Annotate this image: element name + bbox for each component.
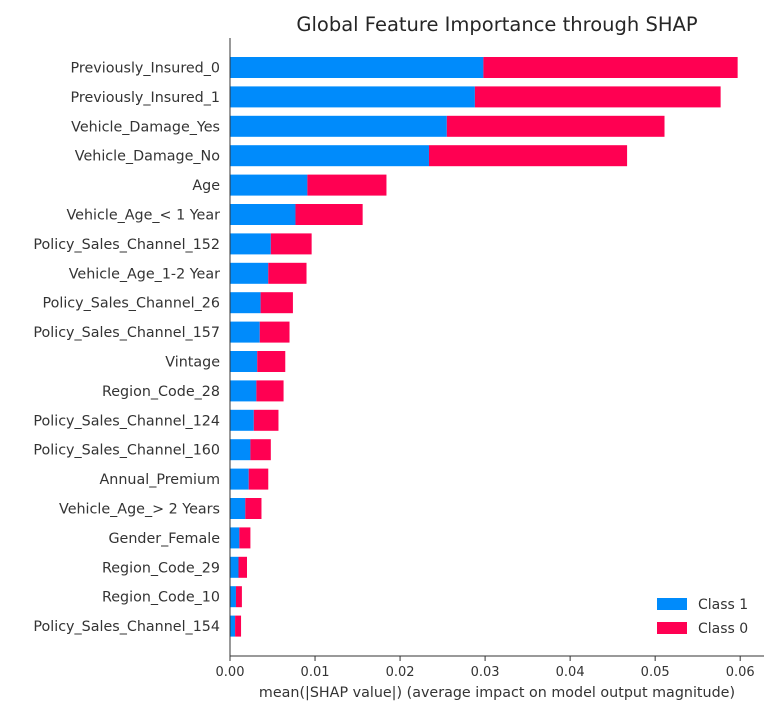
y-tick-label: Vehicle_Damage_Yes	[71, 119, 220, 135]
legend-label-class1: Class 1	[698, 597, 748, 613]
legend-swatch-class0	[657, 622, 687, 634]
y-tick-label: Policy_Sales_Channel_160	[33, 443, 220, 459]
bar-class0-5	[295, 204, 363, 225]
y-tick-label: Vintage	[165, 355, 220, 371]
bar-class1-11	[230, 380, 257, 402]
bar-class1-10	[230, 351, 258, 372]
legend-swatch-class1	[657, 598, 687, 610]
bar-class0-17	[238, 556, 247, 578]
bar-class1-13	[230, 439, 251, 461]
bar-class1-14	[230, 468, 249, 490]
bar-class1-0	[230, 57, 484, 78]
bar-class0-8	[260, 292, 293, 314]
bar-class1-9	[230, 321, 260, 343]
bar-class0-15	[245, 498, 262, 519]
x-tick-label: 0.02	[386, 665, 415, 680]
bar-class0-1	[474, 86, 721, 108]
bar-class0-12	[253, 409, 279, 431]
bar-class1-4	[230, 174, 308, 196]
bar-class0-6	[270, 233, 312, 255]
bar-class0-7	[268, 262, 307, 284]
bar-class1-6	[230, 233, 271, 255]
bar-class0-0	[483, 57, 738, 78]
bar-class1-1	[230, 86, 475, 108]
bar-class0-11	[256, 380, 284, 402]
bar-class0-9	[259, 321, 290, 343]
x-tick-label: 0.06	[726, 665, 755, 680]
x-tick-label: 0.05	[641, 665, 670, 680]
bar-class0-3	[428, 145, 628, 167]
bar-class0-2	[446, 115, 665, 137]
bar-class1-18	[230, 586, 236, 608]
x-tick-label: 0.03	[471, 665, 500, 680]
y-tick-label: Vehicle_Damage_No	[75, 149, 220, 165]
bar-class0-10	[257, 351, 286, 372]
y-tick-label: Policy_Sales_Channel_26	[42, 296, 220, 312]
axes-layer	[229, 38, 764, 657]
x-tick-label: 0.00	[216, 665, 245, 680]
y-tick-label: Vehicle_Age_1-2 Year	[69, 266, 220, 282]
y-tick-label: Gender_Female	[108, 531, 220, 547]
bar-class1-12	[230, 409, 254, 431]
x-ticks: 0.00 0.01 0.02 0.03 0.04 0.05 0.06	[216, 656, 755, 680]
bar-class0-18	[235, 586, 242, 608]
y-tick-label: Policy_Sales_Channel_157	[33, 325, 220, 341]
bar-class1-19	[230, 615, 236, 637]
x-axis-label: mean(|SHAP value|) (average impact on mo…	[259, 685, 735, 701]
bar-class0-4	[307, 174, 387, 196]
y-tick-label: Age	[192, 178, 220, 194]
y-tick-label: Vehicle_Age_> 2 Years	[59, 502, 220, 518]
bar-class1-8	[230, 292, 261, 314]
y-tick-label: Policy_Sales_Channel_152	[33, 237, 220, 253]
y-tick-label: Region_Code_28	[102, 384, 220, 400]
y-tick-label: Previously_Insured_1	[71, 90, 220, 106]
bar-class0-16	[239, 527, 251, 549]
bars-layer	[230, 57, 738, 637]
y-tick-label: Vehicle_Age_< 1 Year	[66, 208, 220, 224]
bar-class0-19	[235, 615, 242, 637]
legend: Class 1 Class 0	[657, 597, 748, 637]
y-tick-label: Region_Code_10	[102, 590, 220, 606]
bar-class0-14	[248, 468, 269, 490]
bar-class1-16	[230, 527, 240, 549]
y-tick-label: Annual_Premium	[100, 472, 220, 488]
y-tick-label: Region_Code_29	[102, 560, 220, 576]
bar-class1-17	[230, 556, 239, 578]
bar-class1-5	[230, 204, 296, 225]
y-tick-label: Previously_Insured_0	[71, 61, 220, 77]
bar-class0-13	[250, 439, 271, 461]
legend-label-class0: Class 0	[698, 621, 748, 637]
chart-title: Global Feature Importance through SHAP	[296, 13, 697, 36]
x-tick-label: 0.04	[556, 665, 585, 680]
y-tick-label: Policy_Sales_Channel_124	[33, 413, 220, 429]
bar-class1-3	[230, 145, 429, 167]
bar-class1-15	[230, 498, 246, 519]
y-tick-label: Policy_Sales_Channel_154	[33, 619, 220, 635]
bar-class1-7	[230, 262, 269, 284]
x-tick-label: 0.01	[301, 665, 330, 680]
bar-class1-2	[230, 115, 447, 137]
y-tick-labels: Previously_Insured_0 Previously_Insured_1…	[33, 61, 220, 636]
